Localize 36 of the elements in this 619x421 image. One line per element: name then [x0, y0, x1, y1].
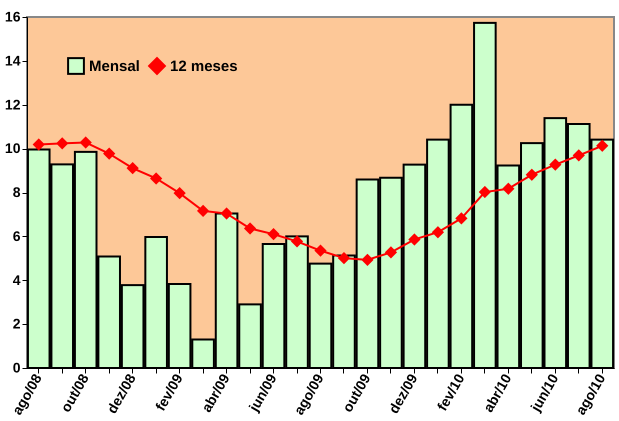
- y-tick-label: 8: [12, 184, 21, 200]
- point: [338, 252, 350, 264]
- legend-label: Mensal: [89, 58, 140, 75]
- point: [80, 136, 92, 149]
- point: [596, 140, 608, 152]
- legend-label: 12 meses: [170, 58, 238, 75]
- point: [361, 254, 374, 266]
- y-tick-label: 12: [4, 96, 21, 112]
- point: [455, 212, 468, 225]
- point: [220, 207, 233, 220]
- point: [196, 204, 210, 218]
- point: [408, 233, 421, 246]
- point: [384, 246, 398, 259]
- point: [173, 187, 186, 200]
- point: [314, 244, 327, 257]
- point: [549, 158, 562, 171]
- point: [502, 182, 514, 195]
- y-tick-label: 10: [4, 140, 21, 156]
- point: [103, 148, 116, 160]
- y-tick-label: 4: [12, 272, 21, 288]
- y-tick-label: 16: [4, 8, 21, 24]
- point: [432, 226, 444, 238]
- y-tick-label: 0: [12, 360, 21, 376]
- point: [244, 222, 256, 235]
- point: [290, 235, 304, 248]
- y-tick-label: 14: [4, 52, 21, 68]
- point: [478, 186, 491, 198]
- point: [56, 137, 68, 150]
- point: [572, 149, 585, 162]
- point: [150, 172, 162, 185]
- point: [126, 162, 139, 174]
- y-tick-label: 2: [12, 316, 21, 332]
- point: [267, 228, 280, 240]
- y-tick-label: 6: [12, 228, 21, 244]
- point: [526, 168, 538, 181]
- point: [32, 138, 45, 151]
